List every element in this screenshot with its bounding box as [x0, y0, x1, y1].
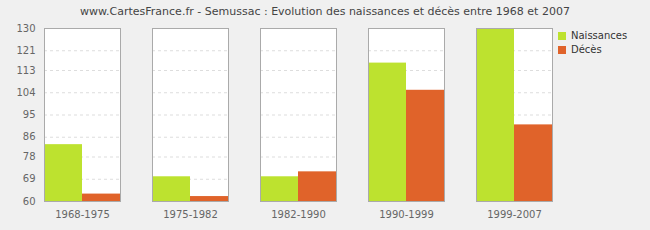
- svg-text:1982-1990: 1982-1990: [271, 209, 326, 220]
- svg-text:130: 130: [16, 23, 35, 34]
- svg-text:1968-1975: 1968-1975: [55, 209, 110, 220]
- svg-text:60: 60: [23, 196, 36, 207]
- html-text:Naissances: Naissances: [571, 30, 628, 41]
- svg-text:113: 113: [16, 65, 35, 76]
- svg-text:78: 78: [23, 151, 36, 162]
- svg-text:1999-2007: 1999-2007: [487, 209, 542, 220]
- svg-text:69: 69: [23, 173, 36, 184]
- svg-text:95: 95: [23, 109, 36, 120]
- html-text:www.CartesFrance.fr - Semussac: www.CartesFrance.fr - Semussac : Evoluti…: [80, 5, 570, 18]
- svg-text:1990-1999: 1990-1999: [379, 209, 434, 220]
- svg-text:121: 121: [16, 45, 35, 56]
- svg-text:104: 104: [16, 87, 35, 98]
- html-text:Décès: Décès: [571, 44, 602, 55]
- svg-text:86: 86: [23, 131, 36, 142]
- svg-text:1975-1982: 1975-1982: [163, 209, 218, 220]
